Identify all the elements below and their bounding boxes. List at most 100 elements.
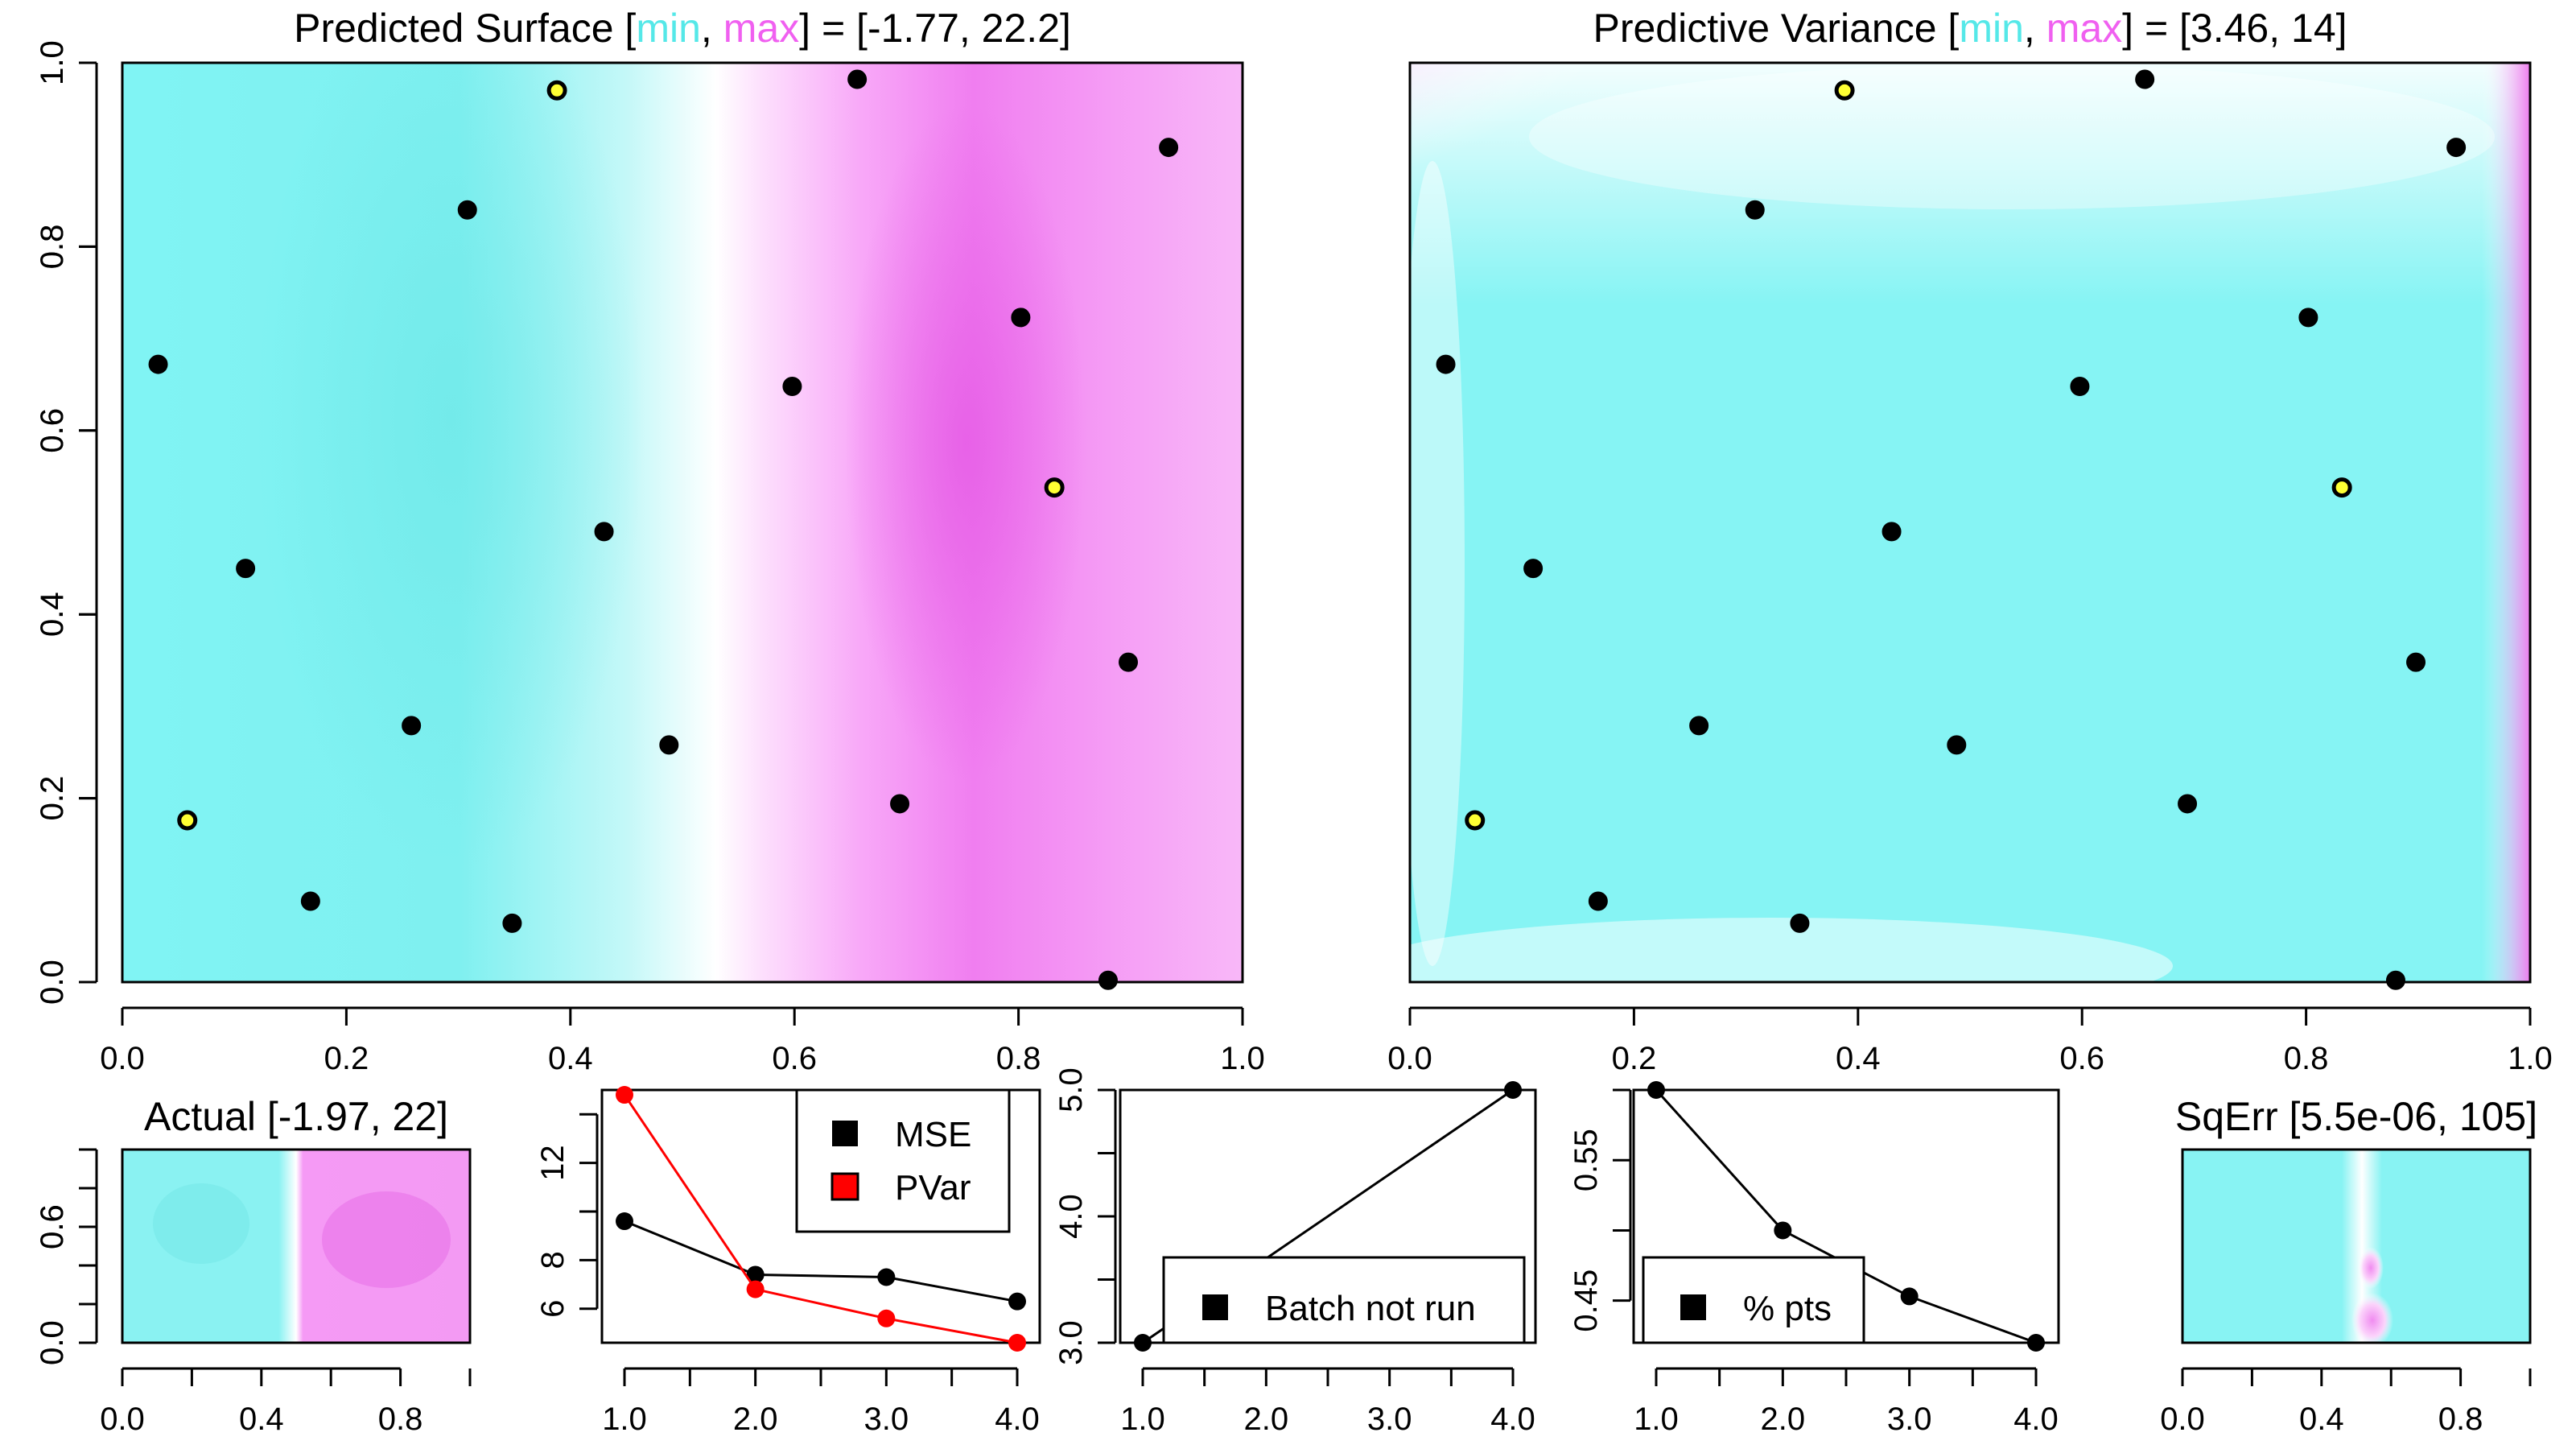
x-tick-label: 4.0 — [995, 1402, 1040, 1437]
highlight-point — [1465, 810, 1486, 831]
y-axis: 6 8 12 — [535, 1113, 599, 1318]
plot-frame — [2181, 1148, 2532, 1344]
y-axis: 0.0 0.2 0.4 0.6 0.8 1.0 — [35, 40, 98, 1005]
data-point — [1689, 716, 1709, 736]
plot-frame — [121, 1148, 472, 1344]
legend-label: Batch not run — [1265, 1289, 1476, 1328]
y-tick-label: 0.4 — [35, 592, 70, 637]
data-point — [890, 794, 910, 814]
data-point — [1947, 735, 1967, 755]
data-point — [502, 913, 522, 933]
series-point — [746, 1265, 765, 1284]
title-max: max — [723, 6, 799, 51]
x-tick-label: 2.0 — [1761, 1402, 1806, 1437]
x-tick-label: 0.0 — [2160, 1402, 2205, 1437]
y-tick-label: 1.0 — [35, 40, 70, 85]
predicted-surface-panel: Predicted Surface [min, max] = [-1.77, 2… — [35, 6, 1265, 1076]
series-line — [624, 1220, 1018, 1303]
data-point — [402, 716, 422, 736]
series-point — [746, 1280, 765, 1298]
y-tick-label: 0.0 — [35, 1320, 70, 1365]
batch-not-run-panel: 1.0 2.0 3.0 4.0 3.0 4.0 5.0 Batch not run — [1053, 1067, 1537, 1437]
y-tick-label: 0.0 — [35, 1320, 70, 1365]
legend: Batch not run — [1162, 1256, 1526, 1344]
x-tick-label: 1.0 — [1220, 1041, 1265, 1076]
title-part: ] = [-1.77, 22.2] — [799, 6, 1071, 51]
data-point — [594, 522, 614, 542]
actual-heatmap — [122, 1150, 470, 1343]
data-point — [2446, 138, 2467, 158]
data-point — [1882, 522, 1902, 542]
title-part: Predicted Surface [ — [294, 6, 636, 51]
x-axis: 0.0 0.2 0.4 0.6 0.8 1.0 — [100, 1006, 1265, 1076]
data-point — [659, 735, 679, 755]
legend-label: % pts — [1743, 1289, 1832, 1328]
data-point — [2135, 69, 2155, 89]
legend: % pts — [1642, 1256, 1865, 1344]
data-point — [1011, 308, 1031, 328]
x-tick-label: 0.4 — [1836, 1041, 1881, 1076]
x-tick-label: 0.0 — [1387, 1041, 1432, 1076]
highlight-point — [546, 80, 567, 101]
predictive-variance-panel: Predictive Variance [min, max] = [3.46, … — [35, 6, 2553, 1076]
series-point — [1774, 1221, 1792, 1240]
x-tick-label: 2.0 — [1244, 1402, 1289, 1437]
x-tick-label: 1.0 — [1120, 1402, 1165, 1437]
y-tick-label: 0.8 — [35, 225, 70, 270]
x-tick-label: 2.0 — [733, 1402, 778, 1437]
y-tick-label: 0.6 — [35, 408, 70, 453]
series-point — [877, 1309, 896, 1327]
x-tick-label: 0.4 — [239, 1402, 284, 1437]
series-point — [1900, 1287, 1919, 1306]
legend-label-pvar: PVar — [895, 1168, 971, 1208]
x-tick-label: 0.8 — [378, 1402, 423, 1437]
x-tick-label: 0.2 — [1612, 1041, 1657, 1076]
x-tick-label: 1.0 — [2508, 1041, 2553, 1076]
y-tick-label: 0.6 — [35, 408, 70, 453]
data-point — [782, 376, 802, 396]
data-points — [148, 69, 1179, 990]
x-tick-label: 3.0 — [864, 1402, 909, 1437]
y-tick-label: 1.0 — [35, 40, 70, 85]
y-tick-label: 0.4 — [35, 592, 70, 637]
y-tick-label: 5.0 — [1053, 1067, 1089, 1113]
x-tick-label: 0.8 — [2284, 1041, 2329, 1076]
x-tick-label: 1.0 — [1634, 1402, 1679, 1437]
y-tick-label: 0.0 — [35, 960, 70, 1005]
x-tick-label: 3.0 — [1367, 1402, 1412, 1437]
series-lines — [616, 1086, 1026, 1352]
x-tick-label: 3.0 — [1887, 1402, 1932, 1437]
legend-label-mse: MSE — [895, 1115, 971, 1154]
x-tick-label: 0.0 — [100, 1402, 145, 1437]
title-min: min — [1959, 6, 2024, 51]
y-tick-label: 0.0 — [35, 960, 70, 1005]
y-tick-label: 8 — [535, 1251, 571, 1269]
highlight-point — [1834, 80, 1855, 101]
highlight-point — [177, 810, 198, 831]
predictive-variance-heatmap — [1410, 63, 2530, 982]
y-axis: 0.0 0.2 0.4 0.6 0.8 1.0 — [35, 40, 98, 1005]
series-point — [1008, 1334, 1026, 1352]
y-axis: 0.45 0.55 — [1568, 1088, 1632, 1332]
sqerr-panel: SqErr [5.5e-06, 105] 0.0 0.4 0.8 0.0 0.6 — [35, 1094, 2537, 1437]
data-point — [236, 559, 256, 579]
y-tick-label: 12 — [535, 1145, 571, 1181]
data-point — [1745, 200, 1765, 220]
title-part: ] = [3.46, 14] — [2122, 6, 2347, 51]
x-tick-label: 0.2 — [324, 1041, 369, 1076]
panel-title: Predictive Variance [min, max] = [3.46, … — [1593, 6, 2347, 51]
x-tick-label: 0.0 — [100, 1041, 145, 1076]
x-axis: 0.0 0.2 0.4 0.6 0.8 1.0 — [1387, 1006, 2553, 1076]
x-axis: 0.0 0.4 0.8 — [100, 1367, 472, 1437]
series-line — [623, 1094, 1018, 1344]
x-tick-label: 0.8 — [2438, 1402, 2483, 1437]
legend-box — [1642, 1256, 1865, 1344]
panel-title: Actual [-1.97, 22] — [144, 1094, 448, 1139]
data-points — [1436, 69, 2467, 990]
x-tick-label: 0.4 — [2299, 1402, 2344, 1437]
plot-frame — [1408, 61, 2532, 984]
legend-swatch — [1202, 1294, 1228, 1320]
title-part: , — [2024, 6, 2046, 51]
y-axis: 0.0 0.6 — [35, 1148, 98, 1365]
legend-swatch-pvar — [831, 1172, 859, 1201]
